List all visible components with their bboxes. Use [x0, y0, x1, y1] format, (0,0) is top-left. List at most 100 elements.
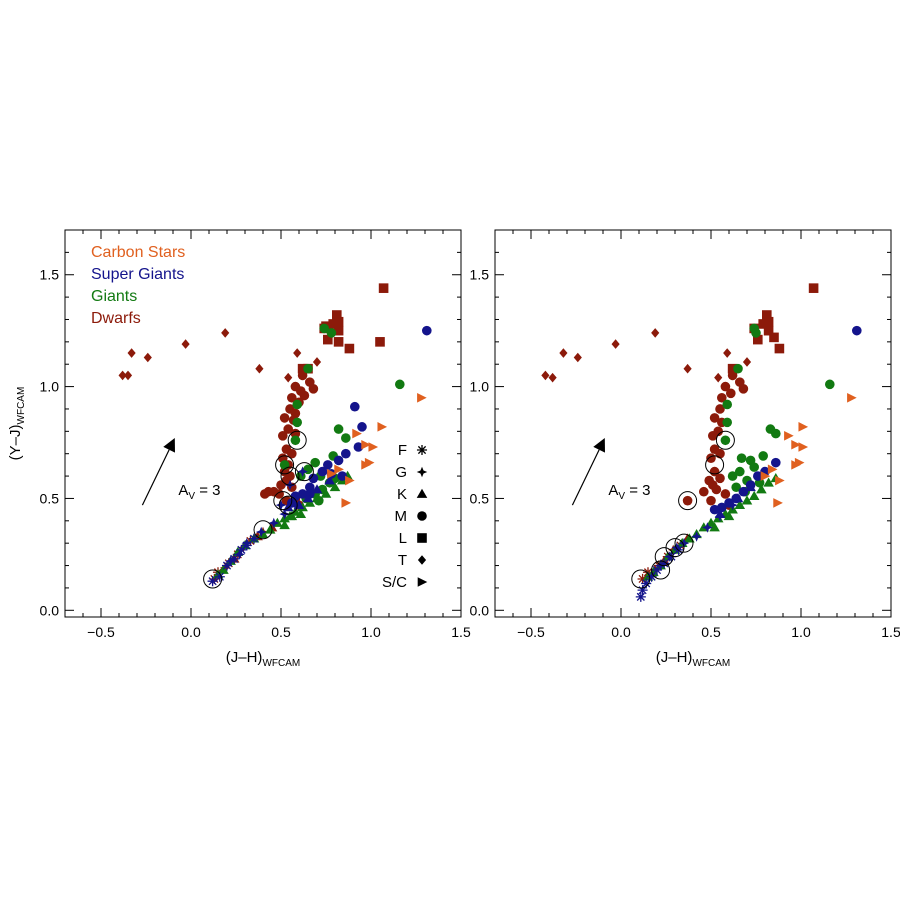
data-point [283, 424, 294, 434]
y-tick-label: 0.0 [470, 602, 490, 618]
data-point [735, 466, 745, 477]
data-point [748, 490, 760, 501]
data-point [308, 384, 319, 394]
data-point [714, 508, 726, 518]
x-tick-label: 0.5 [271, 624, 291, 640]
legend-symbol-label: G [395, 464, 407, 481]
data-point [762, 310, 772, 320]
data-point [727, 370, 738, 381]
data-point [573, 352, 582, 363]
data-point [727, 363, 738, 374]
data-point [377, 422, 388, 432]
data-point [311, 484, 323, 494]
series-carbon-stars [760, 392, 857, 508]
data-point [234, 549, 245, 560]
data-point [722, 399, 732, 410]
data-point [221, 560, 233, 571]
data-point [732, 493, 744, 503]
data-point [655, 560, 666, 571]
legend-symbol-label: L [399, 530, 407, 547]
data-point [310, 457, 321, 468]
data-point [225, 555, 236, 567]
data-point [417, 555, 427, 565]
legend-color-entry: Giants [91, 288, 137, 305]
data-point [333, 337, 344, 347]
highlight-ring [273, 491, 293, 511]
data-point [417, 392, 427, 403]
data-point [709, 522, 720, 532]
data-point [297, 370, 308, 381]
data-point [727, 471, 738, 481]
data-point [143, 352, 152, 363]
data-point [218, 564, 229, 574]
data-point [255, 526, 267, 538]
data-point [734, 499, 746, 509]
data-point [308, 473, 319, 484]
data-point [738, 486, 749, 497]
highlight-ring [715, 430, 735, 450]
x-tick-label: 1.5 [881, 624, 900, 640]
highlight-ring [705, 455, 725, 475]
data-point [706, 453, 716, 463]
reddening-label-value: = 3 [195, 482, 220, 499]
data-point [798, 422, 809, 432]
data-point [264, 524, 276, 534]
data-point [659, 558, 670, 569]
data-point [361, 439, 371, 450]
data-point [329, 481, 341, 492]
data-point [749, 462, 759, 472]
series-giants [212, 323, 405, 579]
data-point [683, 363, 692, 374]
data-point [774, 343, 785, 354]
series-super-giants [207, 325, 432, 587]
data-point [775, 475, 785, 486]
data-point [279, 520, 290, 530]
reddening-arrowhead [163, 438, 176, 453]
data-point [723, 511, 735, 521]
data-point [784, 431, 794, 441]
y-tick-label: 0.5 [40, 490, 60, 506]
data-point [798, 442, 809, 452]
data-point [292, 399, 303, 410]
data-point [715, 404, 725, 414]
data-point [651, 564, 663, 576]
highlight-ring [275, 455, 295, 475]
data-point [297, 466, 308, 477]
x-tick-label: −0.5 [87, 624, 115, 640]
data-point [717, 392, 727, 403]
data-point [221, 328, 230, 338]
data-point [416, 444, 428, 456]
data-point [287, 392, 297, 403]
data-point [353, 442, 364, 452]
data-point [295, 508, 307, 518]
highlight-ring [678, 491, 698, 511]
series-carbon-stars [327, 392, 427, 508]
data-point [317, 466, 328, 477]
data-point [255, 363, 264, 374]
y-axis-label: (Y–J)WFCAM [7, 387, 27, 461]
x-axis-label-main: (J–H) [226, 649, 263, 666]
x-tick-label: 1.0 [791, 624, 811, 640]
data-point [722, 417, 732, 428]
data-point [422, 325, 432, 336]
data-point [711, 484, 722, 495]
data-point [763, 477, 774, 487]
data-point [791, 439, 801, 450]
data-point [706, 495, 716, 506]
data-point [637, 585, 648, 596]
data-point [236, 544, 247, 555]
data-point [723, 348, 732, 358]
legend-symbol-label: S/C [382, 574, 407, 591]
legend-symbol-label: K [397, 486, 407, 503]
data-point [611, 339, 620, 349]
data-point [293, 499, 305, 509]
reddening-label-main: A [608, 482, 618, 499]
data-point [648, 566, 659, 577]
data-point [559, 348, 568, 358]
y-tick-label: 1.5 [40, 267, 60, 283]
data-point [416, 488, 428, 498]
data-point [702, 522, 713, 533]
data-point [319, 323, 330, 334]
data-point [344, 343, 355, 354]
